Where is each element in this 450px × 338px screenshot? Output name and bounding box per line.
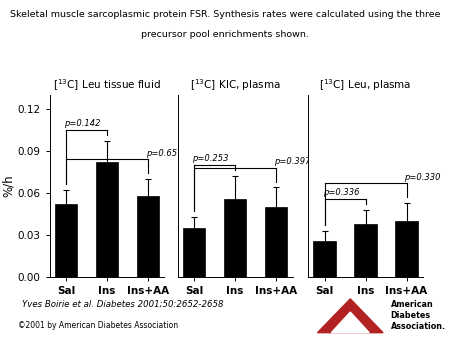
Text: p=0.336: p=0.336	[323, 188, 359, 197]
Bar	[395, 221, 418, 277]
Bar	[95, 162, 118, 277]
Bar	[224, 198, 247, 277]
Bar	[354, 224, 377, 277]
Bar	[314, 241, 336, 277]
Title: [$^{13}$C] Leu tissue fluid: [$^{13}$C] Leu tissue fluid	[53, 77, 161, 93]
Bar	[136, 196, 159, 277]
Text: American: American	[391, 300, 433, 309]
Text: p=0.657: p=0.657	[146, 149, 182, 158]
Bar	[183, 228, 206, 277]
Text: ©2001 by American Diabetes Association: ©2001 by American Diabetes Association	[18, 320, 178, 330]
Text: p=0.142: p=0.142	[64, 119, 100, 128]
Text: Yves Boirie et al. Diabetes 2001;50:2652-2658: Yves Boirie et al. Diabetes 2001;50:2652…	[22, 299, 224, 308]
Title: [$^{13}$C] Leu, plasma: [$^{13}$C] Leu, plasma	[320, 77, 412, 93]
Y-axis label: %/h: %/h	[1, 175, 14, 197]
Title: [$^{13}$C] KIC, plasma: [$^{13}$C] KIC, plasma	[190, 77, 280, 93]
Polygon shape	[318, 299, 383, 333]
Text: Skeletal muscle sarcoplasmic protein FSR. Synthesis rates were calculated using : Skeletal muscle sarcoplasmic protein FSR…	[10, 10, 440, 19]
Text: p=0.330: p=0.330	[405, 173, 441, 182]
Bar	[265, 207, 287, 277]
Text: p=0.397: p=0.397	[274, 157, 310, 166]
Text: precursor pool enrichments shown.: precursor pool enrichments shown.	[141, 30, 309, 40]
Text: p=0.253: p=0.253	[192, 154, 229, 164]
Text: Diabetes: Diabetes	[391, 311, 431, 320]
Polygon shape	[331, 312, 369, 333]
Text: Association.: Association.	[391, 321, 446, 331]
Bar	[55, 204, 77, 277]
